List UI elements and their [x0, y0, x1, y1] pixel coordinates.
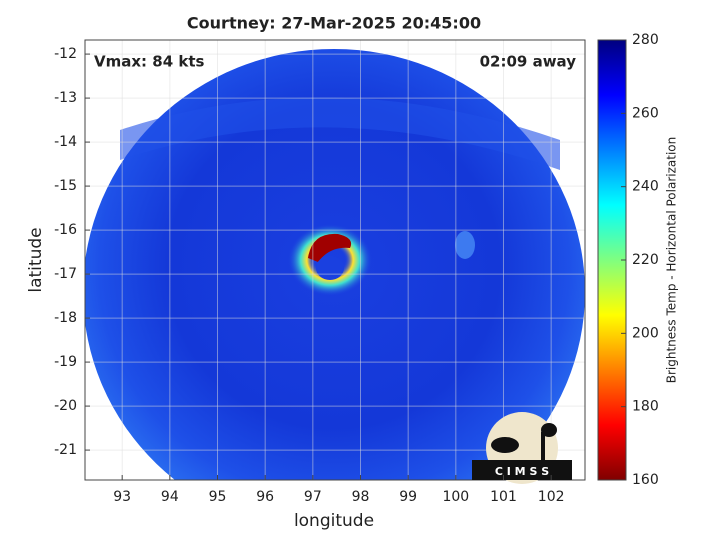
colorbar-label: Brightness Temp - Horizontal Polarizatio… — [665, 137, 679, 384]
x-axis-label: longitude — [294, 511, 374, 531]
x-tick-label: 93 — [113, 489, 131, 505]
annotation: Vmax: 84 kts — [94, 53, 204, 71]
logo: C I M S S — [472, 412, 572, 484]
colorbar-tick-label: 240 — [632, 179, 659, 195]
chart-title: Courtney: 27-Mar-2025 20:45:00 — [187, 14, 481, 33]
x-tick-label: 99 — [399, 489, 417, 505]
y-tick-label: -21 — [54, 442, 77, 458]
colorbar-tick-label: 220 — [632, 252, 659, 268]
colorbar-tick-label: 260 — [632, 105, 659, 121]
x-tick-label: 98 — [352, 489, 370, 505]
plot-frame — [84, 39, 586, 481]
y-tick-label: -12 — [54, 46, 77, 62]
satellite-image — [85, 49, 585, 480]
y-tick-label: -14 — [54, 134, 77, 150]
colorbar-tick-label: 200 — [632, 325, 659, 341]
y-tick-label: -13 — [54, 90, 77, 106]
x-tick-label: 94 — [161, 489, 179, 505]
x-tick-label: 100 — [442, 489, 469, 505]
y-tick-label: -16 — [54, 222, 77, 238]
y-axis-label: latitude — [26, 227, 46, 292]
x-tick-label: 95 — [209, 489, 227, 505]
logo-text: C I M S S — [495, 465, 549, 478]
colorbar-tick-label: 180 — [632, 399, 659, 415]
y-tick-label: -17 — [54, 266, 77, 282]
colorbar-tick-label: 160 — [632, 472, 659, 488]
colorbar-tick-label: 280 — [632, 32, 659, 48]
y-tick-label: -15 — [54, 178, 77, 194]
annotation: 02:09 away — [480, 53, 577, 71]
x-tick-label: 101 — [490, 489, 517, 505]
x-tick-label: 96 — [256, 489, 274, 505]
x-tick-label: 102 — [538, 489, 565, 505]
x-tick-label: 97 — [304, 489, 322, 505]
y-tick-label: -19 — [54, 354, 77, 370]
y-tick-label: -18 — [54, 310, 77, 326]
y-tick-label: -20 — [54, 398, 77, 414]
